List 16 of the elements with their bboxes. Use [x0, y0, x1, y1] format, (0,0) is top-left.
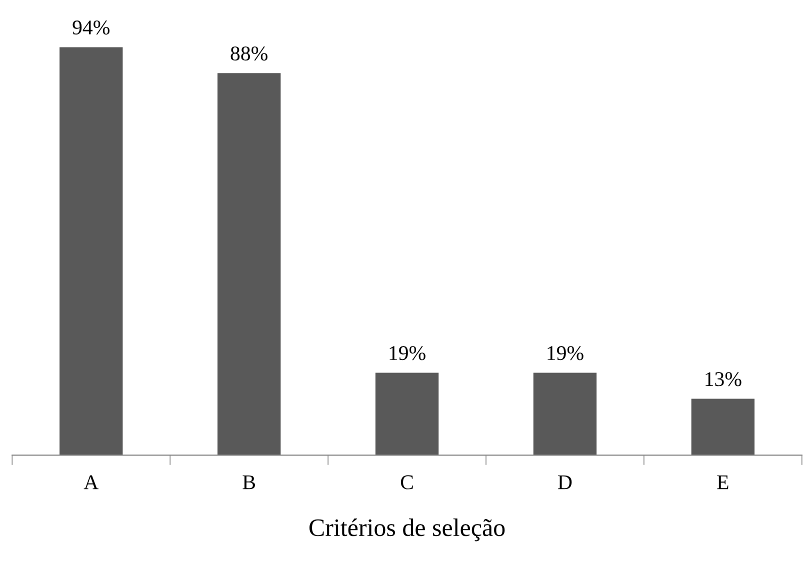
data-label: 19% — [548, 346, 584, 360]
data-label: 94% — [72, 20, 110, 35]
data-label: 88% — [230, 46, 268, 61]
bar — [375, 372, 439, 456]
data-label: 13% — [706, 372, 742, 386]
x-tick-label: C — [400, 475, 413, 490]
x-tick-label: D — [558, 475, 572, 490]
bar — [533, 372, 597, 456]
x-tick-label: A — [84, 475, 98, 490]
data-label: 19% — [390, 346, 426, 360]
bar — [60, 47, 123, 456]
x-tick-label: B — [242, 475, 256, 490]
x-tick-label: E — [717, 475, 728, 490]
bar — [217, 73, 281, 456]
bar — [691, 398, 755, 456]
x-axis-title: Critérios de seleção — [309, 518, 505, 542]
